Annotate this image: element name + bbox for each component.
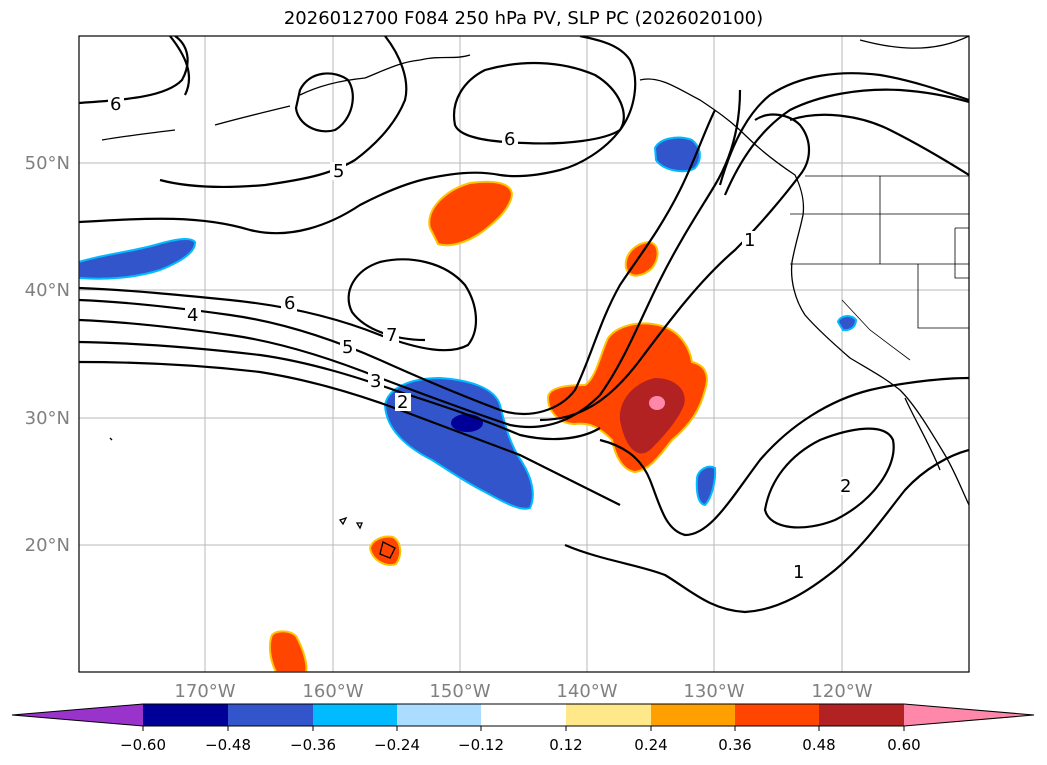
contour-label: 4 bbox=[187, 305, 198, 326]
lon-label: 170°W bbox=[174, 681, 235, 702]
contour-label: 3 bbox=[370, 371, 381, 392]
pv-positive-region bbox=[268, 630, 308, 672]
colorbar-ticks bbox=[142, 726, 905, 731]
pv-positive-region bbox=[368, 535, 402, 566]
latitude-labels: 50°N 40°N 30°N 20°N bbox=[25, 153, 70, 556]
lon-label: 130°W bbox=[683, 681, 744, 702]
colorbar-label: 0.36 bbox=[718, 736, 751, 754]
colorbar: −0.60 −0.48 −0.36 −0.24 −0.12 0.12 0.24 … bbox=[11, 703, 1035, 754]
colorbar-segment bbox=[651, 704, 735, 726]
lon-label: 140°W bbox=[556, 681, 617, 702]
pv-negative-region bbox=[653, 136, 701, 173]
lat-label: 50°N bbox=[25, 153, 70, 174]
colorbar-label: 0.60 bbox=[887, 736, 920, 754]
contour-label: 1 bbox=[744, 230, 755, 251]
pv-strong-negative-region bbox=[451, 414, 483, 432]
colorbar-segment bbox=[143, 704, 228, 726]
contour-label: 2 bbox=[840, 476, 851, 497]
pv-negative-region bbox=[383, 376, 534, 510]
pv-negative-region bbox=[79, 237, 196, 280]
colorbar-label: −0.36 bbox=[290, 736, 336, 754]
lat-label: 20°N bbox=[25, 535, 70, 556]
colorbar-segment bbox=[481, 704, 566, 726]
contour-label: 1 bbox=[793, 562, 804, 583]
coastlines bbox=[101, 36, 969, 559]
slp-contours bbox=[79, 36, 969, 614]
map-plot-area bbox=[79, 36, 969, 672]
pv-shading bbox=[79, 136, 858, 672]
lon-label: 120°W bbox=[811, 681, 872, 702]
contour-label: 6 bbox=[504, 129, 515, 150]
lon-label: 150°W bbox=[429, 681, 490, 702]
pv-strong-positive-region bbox=[619, 378, 685, 454]
colorbar-label: −0.12 bbox=[458, 736, 504, 754]
pv-negative-region bbox=[836, 315, 858, 332]
map-frame bbox=[78, 35, 970, 673]
colorbar-label: −0.24 bbox=[374, 736, 420, 754]
state-borders bbox=[790, 175, 969, 361]
colorbar-label: −0.60 bbox=[120, 736, 166, 754]
pv-negative-region bbox=[695, 465, 717, 507]
contour-label: 5 bbox=[333, 161, 344, 182]
pv-positive-region bbox=[624, 240, 659, 277]
lon-label: 160°W bbox=[302, 681, 363, 702]
colorbar-segment bbox=[735, 704, 819, 726]
colorbar-segment bbox=[313, 704, 397, 726]
pv-max-region bbox=[649, 396, 665, 410]
lat-label: 30°N bbox=[25, 408, 70, 429]
colorbar-segment bbox=[904, 704, 1034, 726]
colorbar-segment bbox=[397, 704, 481, 726]
colorbar-segment bbox=[12, 704, 143, 726]
lat-label: 40°N bbox=[25, 280, 70, 301]
pv-positive-region bbox=[428, 180, 514, 247]
colorbar-label: −0.48 bbox=[205, 736, 251, 754]
contour-label: 6 bbox=[284, 293, 295, 314]
contour-label: 6 bbox=[110, 94, 121, 115]
colorbar-segment bbox=[228, 704, 313, 726]
colorbar-segment bbox=[819, 704, 904, 726]
gridlines bbox=[79, 36, 969, 672]
longitude-labels: 170°W 160°W 150°W 140°W 130°W 120°W bbox=[174, 681, 872, 702]
contour-label: 5 bbox=[342, 337, 353, 358]
contour-label: 7 bbox=[386, 325, 397, 346]
colorbar-segment bbox=[566, 704, 651, 726]
colorbar-label: 0.48 bbox=[802, 736, 835, 754]
colorbar-label: 0.24 bbox=[634, 736, 667, 754]
colorbar-label: 0.12 bbox=[549, 736, 582, 754]
contour-label: 2 bbox=[397, 392, 408, 413]
map-title: 2026012700 F084 250 hPa PV, SLP PC (2026… bbox=[283, 8, 764, 29]
contour-labels: 6 5 6 6 4 5 7 3 2 1 2 1 bbox=[108, 94, 854, 583]
